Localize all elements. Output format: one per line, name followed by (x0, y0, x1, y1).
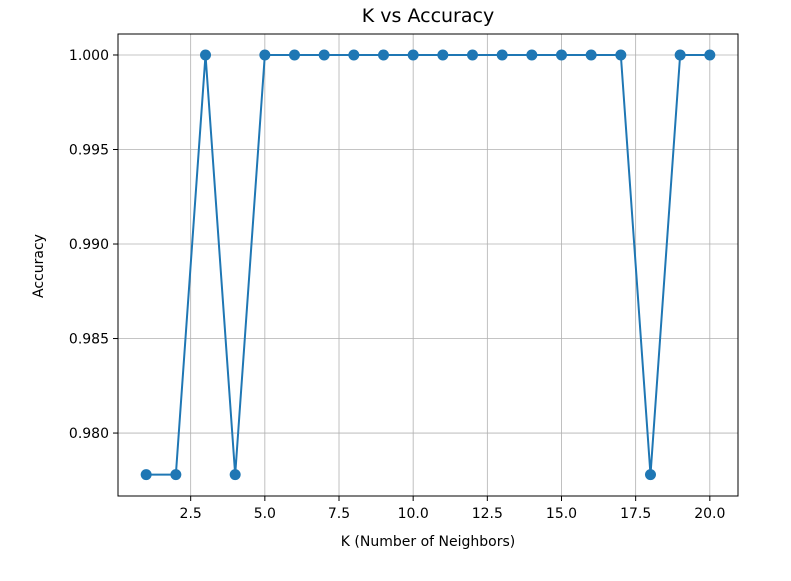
y-tick-label: 0.980 (69, 426, 109, 442)
y-tick-label: 0.990 (69, 237, 109, 253)
y-tick-label: 0.995 (69, 143, 109, 159)
data-point (407, 49, 419, 61)
data-point (644, 469, 656, 481)
data-point (496, 49, 508, 61)
data-point (555, 49, 567, 61)
data-point (526, 49, 538, 61)
data-markers (140, 49, 716, 481)
data-point (378, 49, 390, 61)
x-tick-label: 15.0 (546, 506, 577, 522)
x-tick-label: 17.5 (620, 506, 651, 522)
data-point (259, 49, 271, 61)
axis-ticks: 2.5 5.0 7.5 10.0 12.5 15.0 17.5 20.0 0.980 0.985 0… (69, 48, 725, 522)
data-point (615, 49, 627, 61)
x-tick-label: 7.5 (328, 506, 350, 522)
x-tick-label: 20.0 (694, 506, 725, 522)
x-axis-label: K (Number of Neighbors) (341, 534, 515, 550)
data-point (674, 49, 686, 61)
x-tick-label: 2.5 (180, 506, 202, 522)
data-point (170, 469, 182, 481)
data-point (318, 49, 330, 61)
y-tick-label: 1.000 (69, 48, 109, 64)
x-tick-label: 12.5 (472, 506, 503, 522)
plot-frame (117, 33, 739, 497)
data-point (140, 469, 152, 481)
data-point (348, 49, 360, 61)
data-point (466, 49, 478, 61)
x-tick-label: 10.0 (398, 506, 429, 522)
data-point (200, 49, 212, 61)
y-axis-label: Accuracy (31, 234, 47, 298)
y-tick-label: 0.985 (69, 332, 109, 348)
data-point (585, 49, 597, 61)
x-tick-label: 5.0 (254, 506, 276, 522)
data-point (229, 469, 241, 481)
data-point (704, 49, 716, 61)
data-point (289, 49, 301, 61)
data-point (437, 49, 449, 61)
chart-title: K vs Accuracy (362, 5, 494, 27)
